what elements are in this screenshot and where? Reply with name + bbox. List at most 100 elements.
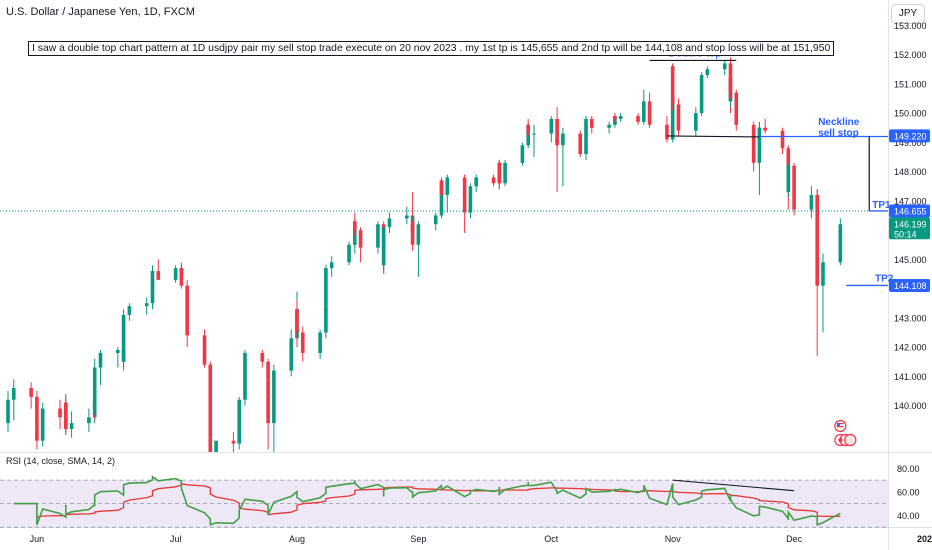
candle-body	[144, 303, 149, 307]
level-price-tag: 146.655	[889, 204, 930, 218]
candle-body	[243, 352, 247, 400]
candle-body	[324, 268, 328, 295]
candle-body	[214, 440, 218, 452]
candle-body	[272, 370, 276, 424]
candle-body	[497, 162, 502, 184]
price-tick-label: 142.000	[894, 343, 927, 353]
symbol-title[interactable]: U.S. Dollar / Japanese Yen, 1D, FXCM	[6, 6, 195, 18]
candle-body	[387, 218, 392, 228]
candle-body	[6, 399, 10, 424]
candle-body	[728, 78, 733, 93]
price-tick-label: 153.000	[894, 21, 927, 31]
candle-body	[809, 195, 814, 210]
candle-body	[150, 288, 155, 304]
candle-body	[520, 145, 525, 163]
candle-body	[329, 262, 334, 269]
candle-body	[179, 268, 184, 286]
candle-body	[705, 69, 710, 76]
time-tick-label: Dec	[786, 534, 803, 544]
candle-body	[491, 177, 496, 184]
candle-body	[353, 221, 357, 231]
candle-body	[35, 396, 39, 412]
current-price-value: 146.199	[894, 219, 927, 229]
candle-body	[618, 116, 623, 119]
tp1-label: TP1	[872, 200, 891, 211]
price-tick-label: 141.000	[894, 372, 927, 382]
sell-stop-label: sell stop	[818, 128, 859, 139]
candle-body	[11, 388, 16, 400]
candle-body	[555, 118, 559, 143]
candle-body	[173, 268, 178, 280]
candle-body	[694, 113, 698, 131]
candle-body	[786, 165, 791, 193]
candle-body	[289, 338, 294, 371]
candle-body	[260, 352, 265, 362]
candle-body	[503, 162, 507, 184]
candle-body	[35, 426, 39, 441]
candles	[6, 57, 843, 452]
annotation-note[interactable]: I saw a double top chart pattern at 1D u…	[28, 41, 835, 56]
level-price-value: 149.220	[894, 131, 927, 141]
candle-body	[670, 86, 675, 105]
candle-body	[358, 230, 363, 248]
currency-button[interactable]: JPY	[891, 4, 925, 24]
price-tick-label: 151.000	[894, 79, 927, 89]
rsi-tick-label: 80.00	[897, 464, 920, 474]
candle-body	[416, 224, 421, 245]
candle-body	[156, 271, 161, 280]
candle-body	[792, 165, 796, 210]
axes: 140.000141.000142.000143.000144.000145.0…	[30, 21, 932, 544]
candle-body	[208, 364, 213, 394]
price-tick-label: 152.000	[894, 50, 927, 60]
time-tick-label: Nov	[665, 534, 682, 544]
candle-body	[780, 130, 785, 149]
time-tick-label: 2024	[917, 534, 932, 544]
candle-body	[578, 133, 583, 155]
candle-body	[647, 101, 652, 125]
candle-body	[821, 262, 825, 286]
price-tick-label: 148.000	[894, 167, 927, 177]
candle-body	[87, 417, 91, 424]
candle-body	[150, 271, 155, 277]
rsi-divergence-line	[672, 479, 795, 492]
price-tick-label: 145.000	[894, 255, 927, 265]
candle-body	[763, 127, 767, 131]
candle-body	[665, 124, 669, 140]
rsi-pane	[0, 475, 888, 528]
candle-body	[295, 309, 299, 333]
level-price-tag: 149.220	[889, 129, 930, 143]
candle-body	[208, 393, 213, 438]
tp2-label: TP2	[875, 273, 894, 284]
candle-body	[676, 104, 681, 131]
time-tick-label: Jun	[30, 534, 45, 544]
candle-body	[318, 332, 322, 353]
candle-body	[526, 124, 530, 134]
us-flag-event-icon	[834, 419, 847, 433]
candle-body	[69, 423, 74, 429]
candle-body	[636, 116, 640, 122]
candle-body	[376, 224, 380, 248]
candle-body	[607, 124, 611, 128]
price-tick-label: 143.000	[894, 313, 927, 323]
candle-body	[127, 306, 132, 315]
candle-body	[838, 224, 843, 263]
jp-flag-event-icon	[834, 433, 857, 447]
candle-body	[202, 335, 207, 365]
candle-body	[40, 408, 45, 441]
candle-body	[642, 101, 646, 108]
candle-body	[815, 279, 819, 286]
level-price-value: 144.108	[894, 281, 927, 291]
candle-body	[58, 408, 62, 418]
candle-body	[208, 437, 213, 452]
time-tick-label: Jul	[170, 534, 182, 544]
candle-body	[751, 124, 756, 163]
candle-body	[405, 215, 409, 219]
candle-body	[266, 396, 270, 424]
candle-body	[532, 133, 536, 135]
level-price-value: 146.655	[894, 206, 927, 216]
candle-body	[699, 75, 704, 84]
